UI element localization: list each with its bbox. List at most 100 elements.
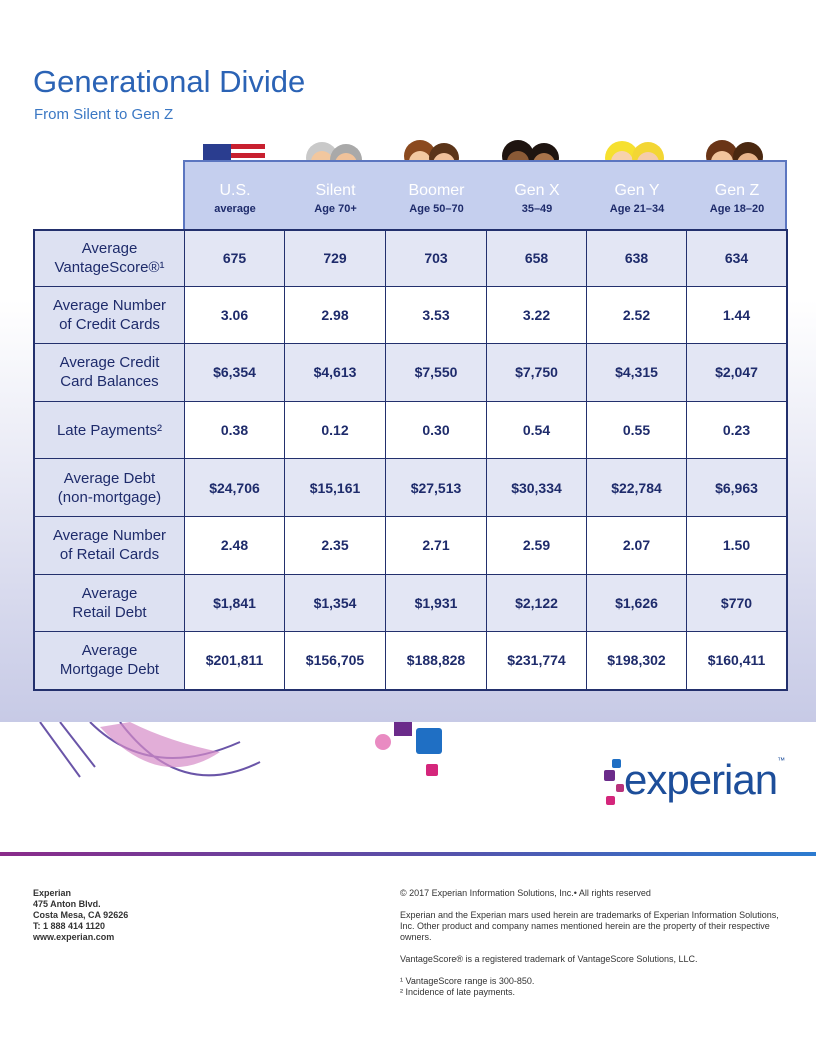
table-cell: $22,784	[587, 459, 687, 517]
column-sub: Age 21–34	[609, 203, 665, 215]
logo-tm: ™	[777, 756, 785, 765]
row-label: Average Retail Debt	[33, 574, 185, 633]
table-cell: 638	[587, 229, 687, 287]
table-cell: $156,705	[285, 632, 386, 690]
table-cell: 2.07	[587, 517, 687, 575]
row-label-line: Retail Debt	[72, 603, 147, 621]
table-cell: $30,334	[487, 459, 587, 517]
column-name: U.S.	[219, 182, 251, 199]
row-label: Average Debt (non-mortgage)	[33, 459, 185, 517]
table-cell: $1,626	[587, 574, 687, 633]
column-header: Boomer Age 50–70	[386, 182, 487, 225]
table-cell: $7,750	[487, 344, 587, 402]
column-header: Silent Age 70+	[285, 182, 386, 225]
footer-rule	[0, 852, 816, 856]
address-line: Costa Mesa, CA 92626	[33, 910, 129, 920]
table-cell: 658	[487, 229, 587, 287]
column-name: Gen X	[514, 182, 560, 199]
row-label-line: of Credit Cards	[59, 315, 160, 333]
column-sub: Age 18–20	[709, 203, 765, 215]
table-cell: 3.06	[185, 286, 285, 345]
table-cell: 675	[185, 229, 285, 287]
table-cell: 1.44	[687, 286, 787, 345]
table-cell: $15,161	[285, 459, 386, 517]
header-frame	[183, 160, 787, 229]
table-cell: $2,122	[487, 574, 587, 633]
row-label: Average Credit Card Balances	[33, 344, 185, 402]
address-line: www.experian.com	[33, 932, 115, 942]
row-label-line: Average Number	[52, 527, 167, 545]
table-cell: 2.35	[285, 517, 386, 575]
row-label-line: Average	[81, 642, 138, 660]
table-cell: 2.48	[185, 517, 285, 575]
row-label-line: Average Debt	[63, 469, 156, 487]
table-cell: 3.22	[487, 286, 587, 345]
column-sub: Age 70+	[314, 203, 357, 215]
column-name: Boomer	[408, 182, 465, 199]
vantage-note: VantageScore® is a registered trademark …	[400, 954, 698, 964]
column-sub: Age 50–70	[409, 203, 464, 215]
trademark: Experian and the Experian mars used here…	[400, 910, 779, 942]
table-cell: 0.23	[687, 401, 787, 460]
table-cell: 0.12	[285, 401, 386, 460]
column-name: Gen Z	[714, 182, 760, 199]
table-cell: $201,811	[185, 632, 285, 690]
table-cell: $231,774	[487, 632, 587, 690]
row-label: Average Mortgage Debt	[33, 632, 185, 690]
table-cell: 0.30	[386, 401, 487, 460]
table-cell: 3.53	[386, 286, 487, 345]
row-label-line: of Retail Cards	[59, 546, 160, 564]
table-cell: $24,706	[185, 459, 285, 517]
row-label: Average Number of Credit Cards	[33, 286, 185, 345]
row-label-line: Card Balances	[60, 373, 159, 391]
table-cell: 0.38	[185, 401, 285, 460]
footnote: ² Incidence of late payments.	[400, 987, 516, 997]
table-cell: 1.50	[687, 517, 787, 575]
table-cell: $2,047	[687, 344, 787, 402]
table-cell: $6,963	[687, 459, 787, 517]
table-cell: 2.52	[587, 286, 687, 345]
table-cell: $1,841	[185, 574, 285, 633]
title: Generational Divide	[33, 64, 306, 99]
row-label: Average VantageScore®¹	[33, 229, 185, 287]
table-cell: $1,931	[386, 574, 487, 633]
subtitle: From Silent to Gen Z	[34, 106, 174, 123]
table-cell: 634	[687, 229, 787, 287]
table-cell: 0.55	[587, 401, 687, 460]
address-line: 475 Anton Blvd.	[33, 899, 101, 909]
logo-text: experian	[624, 756, 778, 803]
table-cell: $188,828	[386, 632, 487, 690]
column-name: Silent	[315, 182, 356, 199]
row-label: Average Number of Retail Cards	[33, 517, 185, 575]
copyright: © 2017 Experian Information Solutions, I…	[400, 888, 651, 898]
table-cell: $7,550	[386, 344, 487, 402]
table-cell: 2.59	[487, 517, 587, 575]
address-line: T: 1 888 414 1120	[33, 921, 106, 931]
column-sub: average	[214, 203, 256, 215]
address: Experian 475 Anton Blvd. Costa Mesa, CA 92…	[33, 888, 128, 943]
column-header: Gen Z Age 18–20	[687, 182, 787, 225]
column-header: U.S. average	[185, 182, 285, 225]
column-header: Gen Y Age 21–34	[587, 182, 687, 225]
column-name: Gen Y	[614, 182, 660, 199]
table-cell: $4,315	[587, 344, 687, 402]
table-cell: 729	[285, 229, 386, 287]
row-label-line: VantageScore®¹	[54, 259, 165, 277]
table-cell: 0.54	[487, 401, 587, 460]
column-sub: 35–49	[521, 203, 553, 215]
table-cell: $770	[687, 574, 787, 633]
table-cell: $4,613	[285, 344, 386, 402]
decoration	[39, 722, 624, 805]
row-label-line: Average	[81, 584, 138, 602]
table-cell: 703	[386, 229, 487, 287]
row-label-line: Average Number	[52, 296, 167, 314]
row-label: Late Payments²	[33, 401, 185, 460]
row-label-line: Average Credit	[59, 354, 160, 372]
table-cell: $160,411	[687, 632, 787, 690]
legal: © 2017 Experian Information Solutions, I…	[400, 888, 790, 998]
footnotes: ¹ VantageScore range is 300-850. ² Incide…	[400, 976, 790, 998]
table-cell: $6,354	[185, 344, 285, 402]
row-label-line: Average	[81, 240, 138, 258]
